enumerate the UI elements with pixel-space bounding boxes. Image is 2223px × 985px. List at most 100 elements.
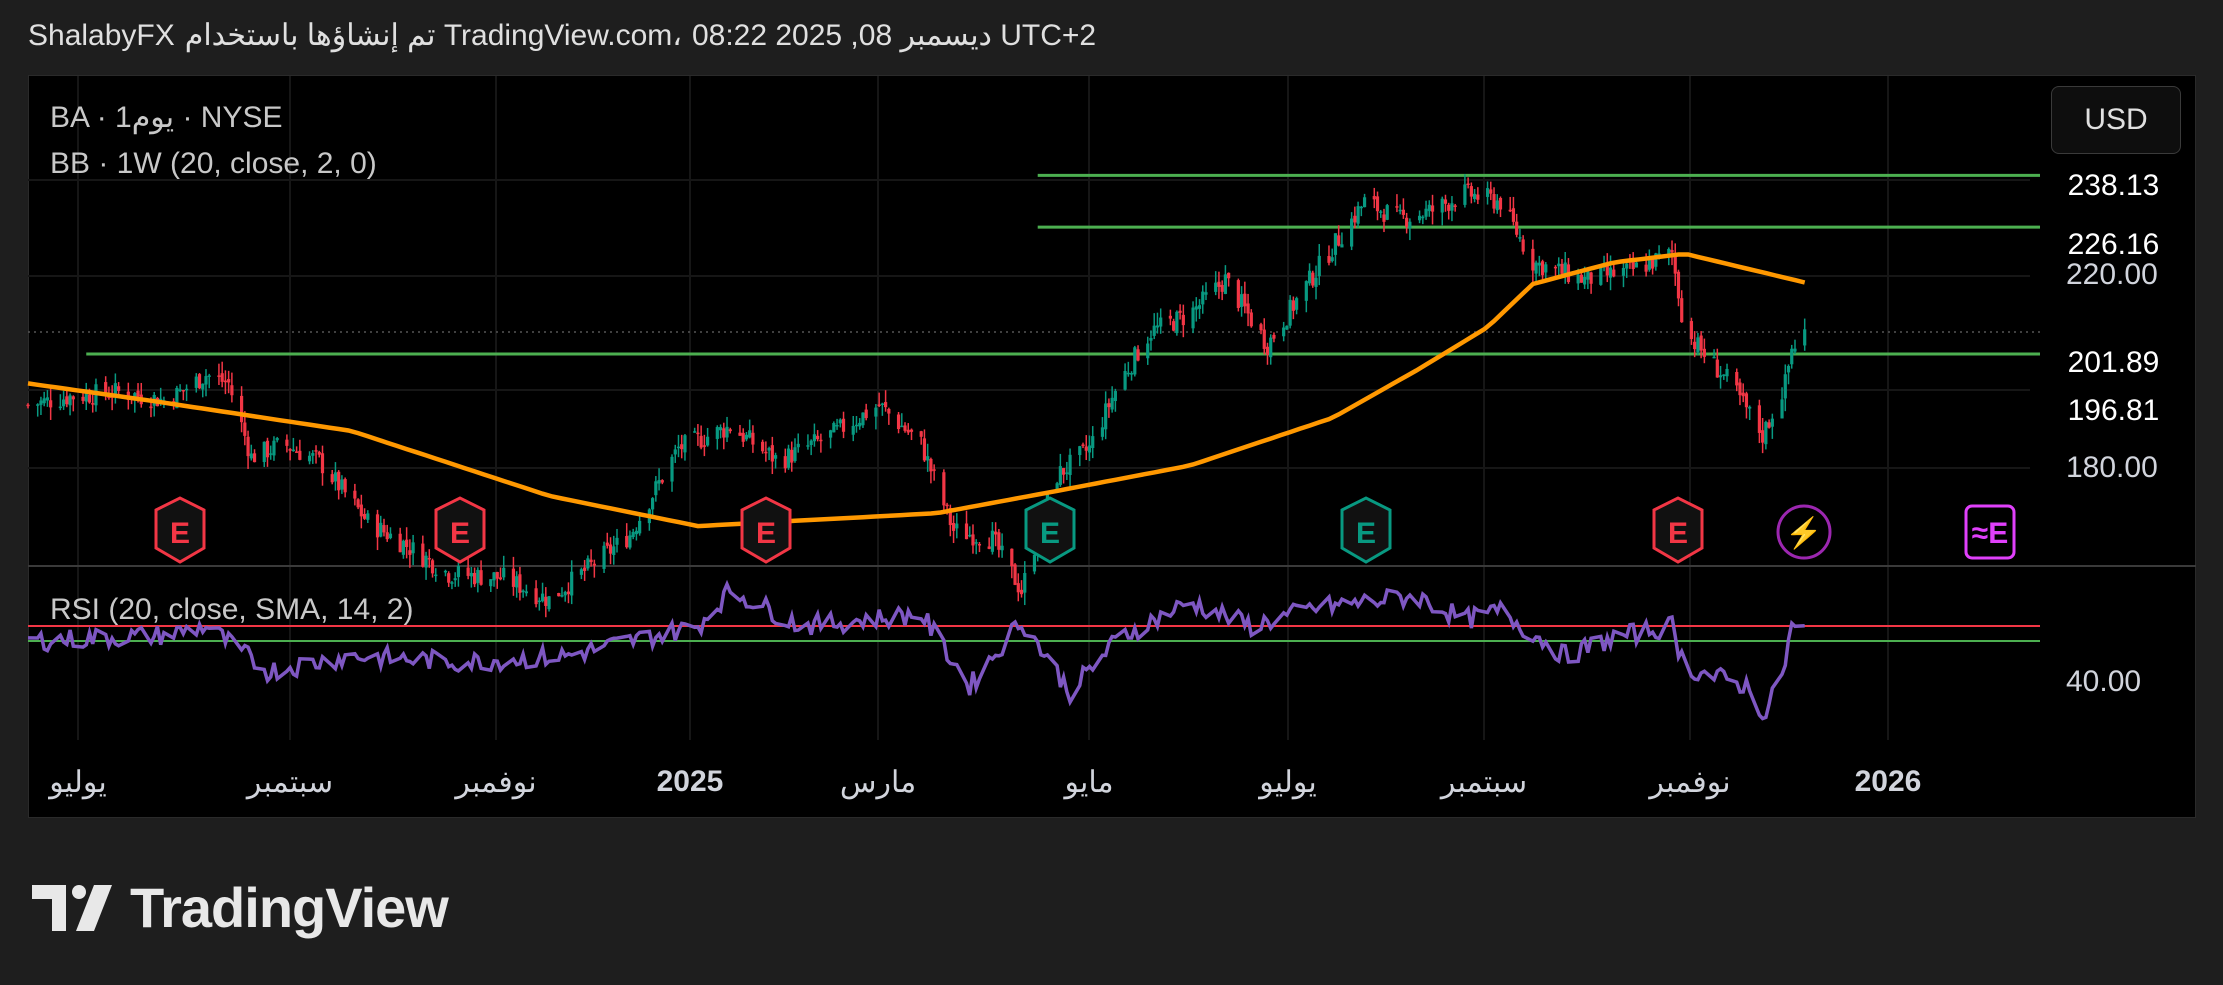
candle (874, 404, 878, 430)
candle-body (906, 429, 910, 433)
candle (1764, 420, 1768, 450)
candle (1304, 280, 1308, 313)
candle (680, 434, 684, 459)
candlestick-series (26, 174, 1807, 618)
dividend-circle (1776, 504, 1832, 560)
candle-body (1469, 186, 1473, 197)
candle-body (207, 375, 211, 377)
candle-body (1408, 221, 1412, 229)
candle-body (1583, 276, 1587, 285)
candle-body (884, 402, 888, 408)
candle-body (673, 449, 677, 455)
event-marker-earnings: E (1652, 496, 1704, 564)
candle-body (246, 436, 250, 457)
time-tick: نوفمبر (455, 766, 537, 799)
candle (786, 444, 791, 470)
candle-body (1126, 372, 1130, 375)
candle-body (1767, 422, 1771, 428)
candle-body (615, 537, 619, 545)
candle (1447, 202, 1451, 220)
candle-body (408, 550, 412, 555)
candle (262, 441, 266, 468)
candle (1599, 265, 1603, 286)
candle-body (424, 555, 428, 568)
candle (434, 568, 438, 582)
candle (1647, 249, 1651, 272)
candle (1288, 295, 1292, 329)
candle-body (269, 453, 273, 455)
candle (71, 395, 75, 412)
candle (955, 513, 959, 539)
candle-body (1032, 554, 1037, 572)
candle (1227, 272, 1231, 287)
candle (1553, 265, 1558, 276)
candle-body (796, 443, 800, 448)
candle-body (1544, 264, 1548, 273)
candle (330, 469, 334, 485)
candle-body (809, 440, 813, 445)
price-tag-current: 201.89 (2067, 346, 2160, 379)
rsi-tick-40: 40.00 (2066, 665, 2142, 698)
candle-body (1741, 392, 1745, 397)
candle-body (537, 600, 541, 603)
candle (317, 450, 321, 458)
candle (398, 527, 402, 553)
candle-body (1023, 573, 1027, 593)
rsi-pane (27, 579, 2040, 721)
candle-body (317, 451, 321, 455)
candle-body (1608, 267, 1613, 278)
candle (1534, 260, 1538, 282)
rsi-legend[interactable]: RSI (20, close, SMA, 14, 2) (50, 593, 414, 626)
candle (835, 418, 839, 430)
candle-body (252, 453, 257, 463)
candle (1197, 299, 1202, 319)
candle (1508, 196, 1512, 213)
candle-body (1204, 292, 1208, 295)
candle-body (1084, 446, 1088, 451)
candle (1757, 399, 1761, 444)
candle-body (382, 525, 386, 533)
candle (1010, 548, 1014, 579)
candle-body (1417, 215, 1422, 221)
candle-body (434, 574, 438, 577)
candle (139, 382, 143, 408)
currency-button[interactable]: USD (2051, 86, 2181, 154)
candle (1159, 308, 1163, 334)
price-tag-238: 238.13 (2067, 169, 2160, 202)
candle (715, 425, 719, 450)
candle-body (353, 490, 357, 499)
symbol-legend[interactable]: BA · 1يوم · NYSE (50, 101, 283, 134)
candle-body (583, 567, 587, 571)
candle-body (715, 427, 719, 439)
candle-body (718, 427, 723, 431)
indicator-legend[interactable]: BB · 1W (20, close, 2, 0) (50, 147, 377, 180)
candle-body (1178, 310, 1182, 313)
candle-body (602, 545, 606, 569)
candle-body (1589, 272, 1593, 284)
candle-body (379, 522, 383, 537)
candle (926, 443, 930, 472)
candle (42, 391, 46, 407)
time-tick: مارس (839, 766, 917, 799)
chart-frame[interactable] (28, 75, 2196, 818)
candle (1417, 210, 1422, 224)
candle (631, 528, 635, 540)
candle (1104, 391, 1108, 440)
candle (968, 526, 972, 538)
candle (1767, 419, 1771, 429)
candle (1401, 198, 1406, 219)
candle (1498, 196, 1503, 218)
candle-body (1330, 257, 1334, 262)
candle (1000, 533, 1004, 558)
candle (1450, 196, 1454, 222)
candle-body (330, 474, 334, 483)
candle-body (1447, 204, 1451, 211)
candle-body (511, 568, 516, 587)
candle (605, 532, 609, 549)
candle-body (1738, 382, 1742, 396)
candle (1149, 330, 1153, 351)
candle-body (291, 449, 295, 452)
event-marker-upcoming-earnings: ≈E (1964, 504, 2016, 560)
candle-body (1725, 368, 1729, 377)
